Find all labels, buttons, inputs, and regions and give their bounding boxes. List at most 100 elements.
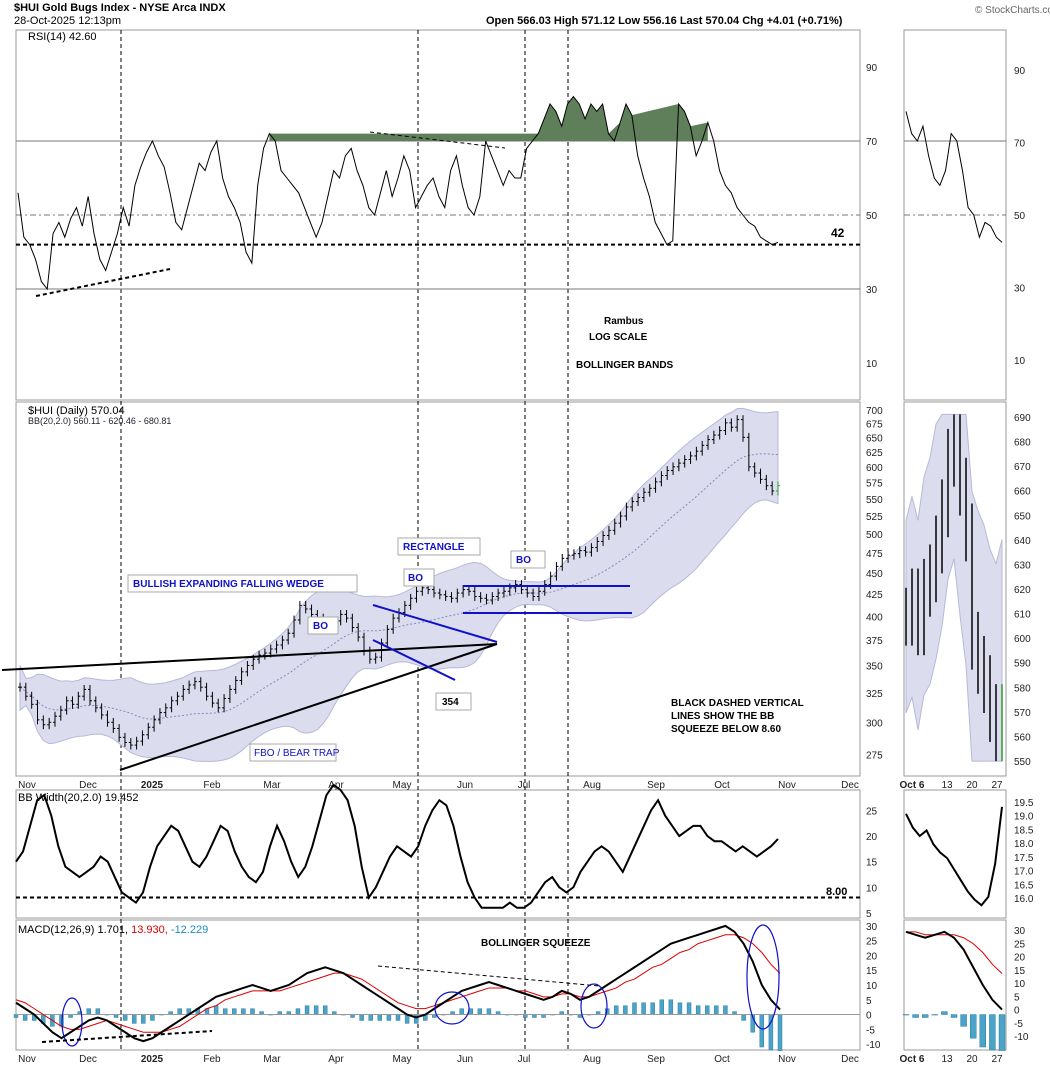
- bollinger-midline: [19, 453, 779, 720]
- bo-label-3: BO: [516, 555, 531, 566]
- rsi-trendline-high: [369, 131, 506, 149]
- ohlc-bar: [665, 466, 670, 480]
- macd-histogram-bar: [368, 1014, 373, 1021]
- low-callout: 354: [435, 692, 472, 711]
- ohlc-bar: [676, 458, 681, 472]
- ohlc-bar: [659, 471, 664, 487]
- ohlc-bar: [198, 677, 203, 692]
- price-inset-ytick: 640: [1014, 536, 1031, 547]
- ohlc-bar: [87, 684, 92, 706]
- macd-histogram-bar: [614, 1005, 619, 1015]
- bb-overlay-label: BB(20,2.0) 560.11 - 620.46 - 680.81: [28, 416, 171, 426]
- price-xtick: Dec: [841, 780, 859, 791]
- ohlc-bar: [233, 676, 238, 694]
- macd-signal-line: [15, 934, 781, 1033]
- bbwidth-ytick: 5: [866, 909, 872, 920]
- annotation-rambus: Rambus: [604, 316, 644, 327]
- ohlc-bar: [99, 703, 104, 720]
- annotation-bollinger-bands: BOLLINGER BANDS: [576, 360, 674, 371]
- inset-xtick: 27: [991, 780, 1003, 791]
- rectangle-label: RECTANGLE: [403, 542, 465, 553]
- ohlc-bar: [344, 610, 349, 623]
- ohlc-bar: [566, 550, 571, 563]
- macd-xtick: Jun: [457, 1054, 473, 1065]
- ohlc-bar: [571, 549, 576, 560]
- price-label: $HUI (Daily) 570.04: [28, 405, 125, 417]
- macd-trendline-high: [377, 965, 601, 987]
- price-ytick: 550: [866, 495, 883, 506]
- ohlc-bar: [554, 561, 559, 581]
- macd-circle-1: [61, 997, 83, 1047]
- inset-xtick: 20: [966, 780, 978, 791]
- macd-inset-ytick: 5: [1014, 992, 1020, 1003]
- macd-inset-ytick: 25: [1014, 939, 1026, 950]
- macd-xtick: Nov: [778, 1054, 796, 1065]
- ohlc-bar: [222, 694, 227, 713]
- macd-histogram-bar: [777, 1014, 783, 1051]
- ohlc-bar: [373, 652, 378, 664]
- inset-xtick-bottom: 27: [991, 1054, 1003, 1065]
- note-line-2: LINES SHOW THE BB: [671, 711, 774, 722]
- bbwidth-label: BB Width(20,2.0) 19.452: [18, 792, 138, 804]
- ohlc-bar: [472, 586, 477, 601]
- price-ytick: 650: [866, 433, 883, 444]
- ohlc-bar: [437, 588, 442, 600]
- ohlc-bar: [752, 462, 757, 478]
- macd-histogram-bar: [141, 1014, 146, 1024]
- bbwidth-line: [15, 783, 779, 909]
- ohlc-bar: [303, 600, 308, 614]
- ohlc-bar: [612, 518, 617, 535]
- price-inset-ytick: 680: [1014, 438, 1031, 449]
- ohlc-bar: [414, 586, 419, 603]
- macd-circle-4: [746, 924, 780, 1030]
- ohlc-bar: [455, 588, 460, 603]
- price-xtick: Nov: [778, 780, 796, 791]
- bbw-inset-ytick: 16.5: [1014, 880, 1034, 891]
- bbw-inset-ytick: 17.0: [1014, 867, 1034, 878]
- macd-histogram-bar: [232, 1008, 237, 1015]
- price-inset-ytick: 650: [1014, 511, 1031, 522]
- ohlc-bar: [729, 418, 734, 432]
- bbwidth-ytick: 10: [866, 883, 878, 894]
- macd-histogram-bar: [86, 1008, 91, 1015]
- inset-xtick: 13: [941, 780, 953, 791]
- price-inset-ytick: 660: [1014, 487, 1031, 498]
- rsi-inset-ytick: 10: [1014, 356, 1026, 367]
- ohlc-bar: [152, 715, 157, 732]
- frame-price: [15, 401, 861, 777]
- ohlc-bar: [606, 525, 611, 540]
- ohlc-bar: [700, 440, 705, 456]
- price-ytick: 675: [866, 419, 883, 430]
- price-inset-ytick: 670: [1014, 462, 1031, 473]
- wedge-lower-black: [119, 643, 498, 771]
- inset-macd-bar: [989, 1014, 996, 1051]
- ohlc-bar: [706, 435, 711, 450]
- macd-xtick: Dec: [79, 1054, 97, 1065]
- macd-histogram-bar: [222, 1008, 228, 1015]
- macd-histogram-bar: [477, 1008, 483, 1015]
- price-ytick: 375: [866, 636, 883, 647]
- ohlc-bar: [35, 699, 40, 725]
- price-xtick: Mar: [263, 780, 281, 791]
- inset-macd-signal: [906, 931, 1003, 974]
- macd-histogram-bar: [659, 999, 664, 1015]
- macd-histogram-bar: [686, 1002, 692, 1015]
- macd-histogram-bar: [241, 1008, 246, 1015]
- rsi-panel: 10 30 50 70 90: [16, 63, 878, 370]
- price-xtick: Oct: [714, 780, 730, 791]
- ohlc-bar: [204, 682, 209, 701]
- price-inset-ytick: 590: [1014, 659, 1031, 670]
- macd-histogram-bar: [386, 1014, 392, 1021]
- inset-macd-bar: [902, 1014, 910, 1016]
- ohlc-bar: [618, 511, 623, 528]
- macd-xtick: Dec: [841, 1054, 859, 1065]
- price-xtick: Nov: [18, 780, 36, 791]
- bo-callout-1: BO: [307, 616, 339, 635]
- inset-rsi-line: [905, 111, 1003, 243]
- macd-xtick: Oct: [714, 1054, 730, 1065]
- macd-histogram-bar: [122, 1014, 128, 1021]
- wedge-lower-blue: [372, 639, 456, 681]
- inset-panels: 9070503010690680670660650640630620610600…: [899, 66, 1033, 1065]
- ohlc-bar: [76, 691, 81, 709]
- rsi-ytick: 90: [866, 63, 878, 74]
